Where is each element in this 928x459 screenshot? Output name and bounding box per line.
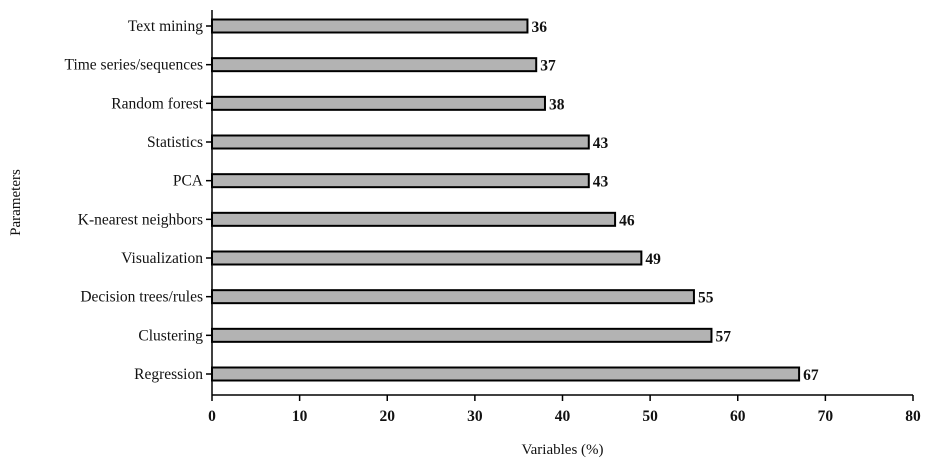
category-label: Statistics (147, 134, 203, 151)
bar (211, 18, 529, 34)
bar (211, 173, 590, 189)
data-label: 43 (593, 174, 609, 191)
bar (211, 134, 590, 150)
y-axis-title: Parameters (8, 169, 24, 236)
data-label: 46 (619, 212, 635, 229)
data-label: 37 (540, 58, 556, 75)
data-label: 43 (593, 135, 609, 152)
x-tick-label: 70 (818, 408, 834, 425)
bar (211, 250, 643, 266)
data-label: 49 (645, 251, 661, 268)
data-label: 67 (803, 367, 819, 384)
data-label: 38 (549, 96, 565, 113)
x-tick-label: 20 (380, 408, 396, 425)
x-tick-label: 80 (905, 408, 921, 425)
axes-layer (206, 10, 914, 401)
category-label: Regression (134, 366, 203, 383)
category-label: K-nearest neighbors (78, 211, 203, 228)
bar (211, 95, 546, 111)
category-label: Visualization (121, 250, 203, 267)
x-axis-title: Variables (%) (521, 442, 603, 458)
x-tick-label: 60 (730, 408, 746, 425)
data-label: 36 (531, 19, 547, 36)
bar (211, 289, 695, 305)
x-tick-label: 40 (555, 408, 571, 425)
category-label: Decision trees/rules (80, 289, 203, 306)
x-tick-label: 10 (292, 408, 308, 425)
category-label: Clustering (138, 327, 203, 344)
bar (211, 327, 713, 343)
x-tick-label: 30 (467, 408, 483, 425)
x-tick-label: 0 (208, 408, 216, 425)
data-label: 57 (715, 328, 731, 345)
category-label: PCA (173, 173, 204, 190)
category-label: Time series/sequences (65, 57, 203, 74)
bars-layer (211, 18, 801, 382)
category-label: Random forest (111, 95, 203, 112)
bar (211, 366, 801, 382)
x-tick-label: 50 (642, 408, 658, 425)
data-label: 55 (698, 290, 714, 307)
labels-layer: Text mining 36 Time series/sequences 37 Rand… (65, 18, 921, 425)
category-label: Text mining (128, 18, 203, 35)
bar (211, 57, 538, 73)
bar (211, 211, 617, 227)
